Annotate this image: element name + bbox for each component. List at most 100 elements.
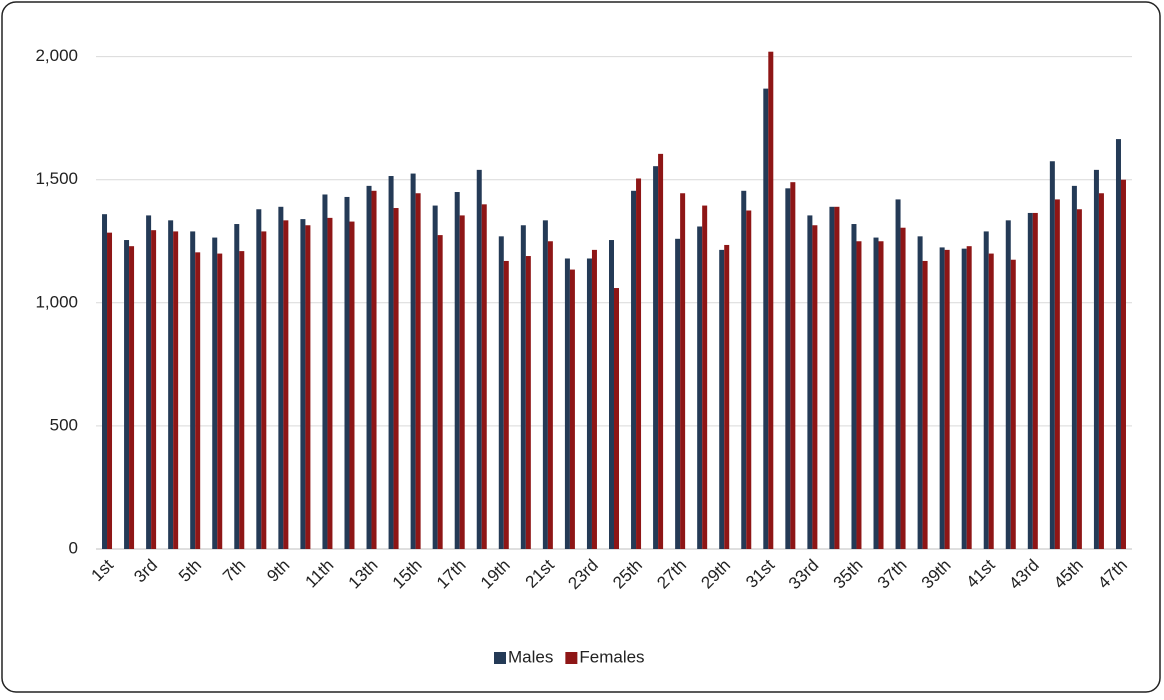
bar bbox=[437, 235, 443, 549]
bar bbox=[658, 153, 664, 549]
bar bbox=[834, 206, 840, 550]
bar bbox=[569, 269, 575, 549]
bar bbox=[961, 248, 967, 549]
bar bbox=[966, 246, 972, 549]
bar bbox=[653, 166, 659, 549]
bar bbox=[631, 190, 637, 550]
bar bbox=[680, 193, 686, 549]
bar bbox=[1071, 185, 1077, 549]
bar bbox=[702, 205, 708, 550]
bar bbox=[983, 231, 989, 549]
bar bbox=[349, 221, 355, 550]
bar bbox=[1032, 212, 1038, 549]
bar bbox=[300, 219, 306, 549]
bar bbox=[768, 51, 774, 549]
bar bbox=[278, 206, 284, 550]
bar bbox=[873, 237, 879, 550]
bar bbox=[763, 88, 769, 549]
bar bbox=[1115, 139, 1121, 550]
bar bbox=[107, 232, 113, 549]
bar bbox=[410, 173, 416, 550]
bar bbox=[256, 209, 262, 549]
bar bbox=[239, 251, 245, 549]
bar bbox=[547, 241, 553, 549]
bar bbox=[719, 249, 725, 549]
bar bbox=[636, 178, 642, 549]
bar bbox=[856, 241, 862, 549]
bar bbox=[520, 225, 526, 549]
bar bbox=[790, 182, 796, 549]
bar bbox=[851, 224, 857, 549]
bar bbox=[102, 214, 108, 549]
bar bbox=[476, 169, 482, 549]
bar bbox=[1054, 199, 1060, 549]
bar bbox=[146, 215, 152, 549]
bar bbox=[305, 225, 311, 549]
bar bbox=[917, 236, 923, 550]
bar bbox=[432, 205, 438, 550]
y-tick-label: 2,000 bbox=[35, 46, 78, 65]
bar bbox=[542, 220, 548, 550]
bar bbox=[988, 253, 994, 550]
bar bbox=[564, 258, 570, 549]
bar bbox=[807, 215, 813, 549]
bar bbox=[415, 193, 421, 549]
y-tick-label: 1,000 bbox=[35, 292, 78, 311]
bar bbox=[344, 196, 350, 549]
bar bbox=[129, 246, 135, 549]
bar bbox=[217, 253, 223, 550]
bar bbox=[944, 249, 950, 549]
bar bbox=[785, 188, 791, 550]
bar bbox=[878, 241, 884, 549]
bar bbox=[151, 230, 157, 549]
bar bbox=[591, 249, 597, 549]
bar bbox=[697, 226, 703, 549]
legend-label: Females bbox=[579, 647, 644, 666]
bar bbox=[922, 260, 928, 549]
bar bbox=[1120, 179, 1126, 549]
bar bbox=[388, 176, 394, 549]
legend-swatch bbox=[565, 652, 578, 664]
bar bbox=[481, 204, 487, 550]
bar bbox=[393, 208, 399, 549]
bar bbox=[675, 238, 681, 550]
bar bbox=[1049, 161, 1055, 549]
bar bbox=[503, 260, 509, 549]
bar bbox=[1093, 169, 1099, 549]
bar bbox=[124, 240, 130, 549]
bar bbox=[168, 220, 174, 550]
bar bbox=[1010, 259, 1016, 549]
bar bbox=[459, 215, 465, 549]
bar bbox=[746, 210, 752, 549]
y-tick-label: 1,500 bbox=[35, 169, 78, 188]
y-tick-label: 0 bbox=[69, 538, 78, 557]
bar bbox=[327, 217, 333, 549]
bar bbox=[261, 231, 267, 549]
bar bbox=[829, 206, 835, 550]
bar bbox=[195, 252, 201, 550]
bar bbox=[1098, 193, 1104, 549]
bar bbox=[609, 240, 614, 549]
bar bbox=[454, 192, 460, 549]
bar bbox=[1076, 209, 1082, 549]
bar bbox=[614, 288, 619, 549]
bar bbox=[366, 185, 372, 549]
bar bbox=[895, 199, 901, 549]
bar bbox=[371, 190, 377, 550]
bar bbox=[190, 231, 196, 549]
legend-label: Males bbox=[508, 647, 553, 666]
bar bbox=[212, 237, 218, 550]
bar bbox=[525, 256, 531, 549]
y-tick-label: 500 bbox=[50, 415, 78, 434]
bar bbox=[741, 190, 747, 550]
bar bbox=[498, 236, 504, 550]
bar bbox=[939, 247, 945, 549]
bar bbox=[234, 224, 240, 549]
legend-swatch bbox=[494, 652, 506, 664]
bar bbox=[724, 244, 730, 549]
bar bbox=[173, 231, 179, 549]
bar bbox=[900, 227, 906, 549]
bar bbox=[812, 225, 818, 549]
